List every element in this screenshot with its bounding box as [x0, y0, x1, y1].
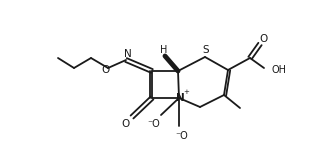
Text: N: N [124, 49, 132, 59]
Text: +: + [183, 89, 189, 95]
Text: ⁻O: ⁻O [176, 131, 188, 141]
Text: O: O [259, 34, 267, 44]
Text: H: H [160, 45, 168, 55]
Text: O: O [121, 119, 129, 129]
Text: O: O [102, 65, 110, 75]
Text: N: N [176, 93, 185, 103]
Text: OH: OH [272, 65, 287, 75]
Text: ⁻O: ⁻O [148, 119, 160, 129]
Text: S: S [203, 45, 209, 55]
